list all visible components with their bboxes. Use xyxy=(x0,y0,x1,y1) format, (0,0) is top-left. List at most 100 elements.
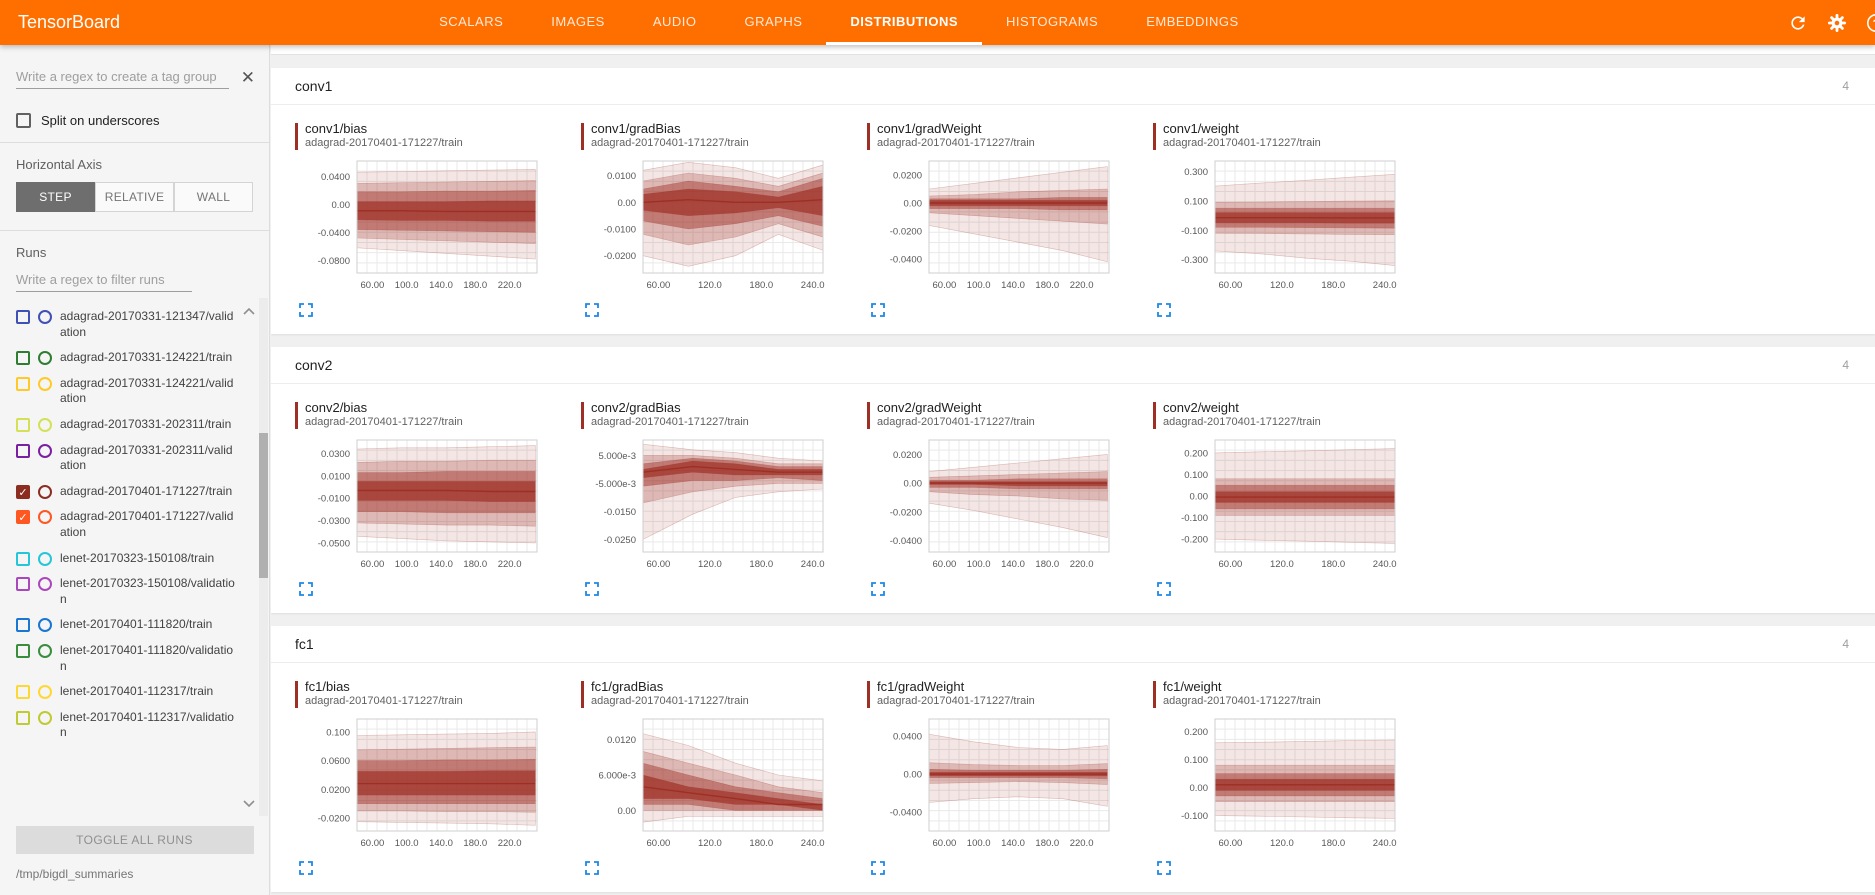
run-checkbox[interactable] xyxy=(16,310,30,324)
distribution-chart[interactable]: 0.200 0.100 0.00 -0.100 -0.200 60.00 120.0 180.… xyxy=(1153,434,1405,574)
split-underscores-row[interactable]: Split on underscores xyxy=(0,97,269,142)
chart-card-titles: conv2/bias adagrad-20170401-171227/train xyxy=(305,400,463,429)
expand-chart-button[interactable] xyxy=(584,860,602,878)
tab-audio[interactable]: AUDIO xyxy=(652,13,697,29)
run-checkbox[interactable] xyxy=(16,643,30,658)
run-item[interactable]: lenet-20170401-111820/train xyxy=(14,612,269,638)
section-header[interactable]: conv1 4 xyxy=(271,68,1875,105)
expand-chart-button[interactable] xyxy=(584,581,602,599)
runs-scrollbar-thumb[interactable] xyxy=(259,432,268,578)
expand-chart-button[interactable] xyxy=(298,581,316,599)
tag-group-regex-input[interactable] xyxy=(16,65,229,89)
run-checkbox[interactable]: ✓ xyxy=(16,510,30,525)
expand-chart-button[interactable] xyxy=(1156,860,1174,878)
expand-chart-button[interactable] xyxy=(584,302,602,320)
run-checkbox[interactable] xyxy=(16,417,30,432)
svg-text:0.00: 0.00 xyxy=(904,770,923,781)
run-radio[interactable] xyxy=(38,376,52,391)
tab-distributions[interactable]: DISTRIBUTIONS xyxy=(826,0,983,45)
distribution-chart[interactable]: 5.000e-3 -5.000e-3 -0.0150 -0.0250 60.00 120.… xyxy=(581,434,833,574)
run-radio[interactable] xyxy=(38,443,52,458)
run-radio[interactable] xyxy=(38,417,52,432)
run-item[interactable]: adagrad-20170331-202311/validation xyxy=(14,438,269,479)
svg-text:220.0: 220.0 xyxy=(1070,280,1094,291)
chart-card-titles: conv1/gradBias adagrad-20170401-171227/tr… xyxy=(591,121,749,150)
sidebar: ✕ Split on underscores Horizontal Axis S… xyxy=(0,45,270,895)
svg-text:0.00: 0.00 xyxy=(904,199,923,210)
run-item[interactable]: lenet-20170323-150108/train xyxy=(14,546,269,572)
expand-chart-button[interactable] xyxy=(870,581,888,599)
run-checkbox[interactable] xyxy=(16,685,30,700)
distribution-chart[interactable]: 0.0200 0.00 -0.0200 -0.0400 60.00 100.0 140.0 1… xyxy=(867,434,1119,574)
run-checkbox[interactable] xyxy=(16,443,30,458)
distribution-chart[interactable]: 0.200 0.100 0.00 -0.100 60.00 120.0 180.0 240.0 xyxy=(1153,713,1405,853)
runs-filter-input[interactable] xyxy=(16,268,192,292)
run-radio[interactable] xyxy=(38,685,52,700)
run-radio[interactable] xyxy=(38,710,52,725)
distribution-chart[interactable]: 0.0400 0.00 -0.0400 -0.0800 60.00 100.0 140.0 1… xyxy=(295,155,547,295)
distribution-chart[interactable]: 0.0120 6.000e-3 0.00 60.00 120.0 180.0 240.0 xyxy=(581,713,833,853)
refresh-button[interactable] xyxy=(1787,12,1809,34)
close-icon[interactable]: ✕ xyxy=(240,67,255,87)
tab-histograms[interactable]: HISTOGRAMS xyxy=(1006,13,1099,29)
run-checkbox[interactable]: ✓ xyxy=(16,484,30,499)
expand-chart-button[interactable] xyxy=(870,860,888,878)
run-item[interactable]: ✓ adagrad-20170401-171227/train xyxy=(14,479,269,505)
tab-embeddings[interactable]: EMBEDDINGS xyxy=(1146,13,1239,29)
expand-chart-button[interactable] xyxy=(870,302,888,320)
toggle-all-runs-button[interactable]: TOGGLE ALL RUNS xyxy=(15,826,254,854)
run-checkbox[interactable] xyxy=(16,551,30,566)
distribution-chart[interactable]: 0.100 0.0600 0.0200 -0.0200 60.00 100.0 140.0 1… xyxy=(295,713,547,853)
run-radio[interactable] xyxy=(38,510,52,525)
run-item[interactable]: adagrad-20170331-124221/train xyxy=(14,345,269,371)
help-button[interactable]: ? xyxy=(1865,12,1875,34)
expand-icon xyxy=(871,582,885,596)
run-checkbox[interactable] xyxy=(16,710,30,725)
expand-chart-button[interactable] xyxy=(1156,302,1174,320)
distribution-chart[interactable]: 0.0100 0.00 -0.0100 -0.0200 60.00 120.0 180.0 2… xyxy=(581,155,833,295)
run-radio[interactable] xyxy=(38,351,52,366)
section-header[interactable]: fc1 4 xyxy=(271,626,1875,663)
svg-text:-0.0300: -0.0300 xyxy=(318,516,350,527)
section-header[interactable]: conv2 4 xyxy=(271,347,1875,384)
expand-chart-button[interactable] xyxy=(298,302,316,320)
run-checkbox[interactable] xyxy=(16,376,30,391)
run-radio[interactable] xyxy=(38,618,52,633)
run-checkbox[interactable] xyxy=(16,577,30,592)
expand-chart-button[interactable] xyxy=(1156,581,1174,599)
expand-chart-button[interactable] xyxy=(298,860,316,878)
settings-button[interactable] xyxy=(1826,12,1848,34)
run-item[interactable]: lenet-20170401-111820/validation xyxy=(14,638,269,679)
distribution-chart[interactable]: 0.0300 0.0100 -0.0100 -0.0300 -0.0500 60.00 10… xyxy=(295,434,547,574)
run-item[interactable]: adagrad-20170331-202311/train xyxy=(14,412,269,438)
run-checkbox[interactable] xyxy=(16,618,30,633)
run-radio[interactable] xyxy=(38,577,52,592)
run-radio[interactable] xyxy=(38,310,52,324)
run-checkbox[interactable] xyxy=(16,351,30,366)
svg-text:-0.100: -0.100 xyxy=(1181,811,1208,822)
axis-button-step[interactable]: STEP xyxy=(16,182,95,212)
run-item[interactable]: adagrad-20170331-121347/validation xyxy=(14,304,269,345)
axis-button-wall[interactable]: WALL xyxy=(174,182,253,212)
run-radio[interactable] xyxy=(38,643,52,658)
run-item[interactable]: lenet-20170323-150108/validation xyxy=(14,571,269,612)
distribution-chart[interactable]: 0.300 0.100 -0.100 -0.300 60.00 120.0 180.0 240… xyxy=(1153,155,1405,295)
axis-button-relative[interactable]: RELATIVE xyxy=(95,182,174,212)
run-item[interactable]: ✓ adagrad-20170401-171227/validation xyxy=(14,504,269,545)
chart-run-label: adagrad-20170401-171227/train xyxy=(591,137,749,149)
tab-graphs[interactable]: GRAPHS xyxy=(744,13,803,29)
tab-scalars[interactable]: SCALARS xyxy=(439,13,504,29)
distribution-chart[interactable]: 0.0200 0.00 -0.0200 -0.0400 60.00 100.0 140.0 1… xyxy=(867,155,1119,295)
split-underscores-checkbox[interactable] xyxy=(16,113,31,128)
svg-text:180.0: 180.0 xyxy=(463,559,487,570)
run-radio[interactable] xyxy=(38,551,52,566)
tab-images[interactable]: IMAGES xyxy=(551,13,605,29)
run-item[interactable]: adagrad-20170331-124221/validation xyxy=(14,371,269,412)
run-item[interactable]: lenet-20170401-112317/validation xyxy=(14,705,269,746)
run-radio[interactable] xyxy=(38,484,52,499)
distribution-chart[interactable]: 0.0400 0.00 -0.0400 60.00 100.0 140.0 180.0 220… xyxy=(867,713,1119,853)
section-count: 4 xyxy=(1842,79,1849,93)
scroll-up-icon[interactable] xyxy=(243,302,255,320)
scroll-down-icon[interactable] xyxy=(243,794,255,812)
run-item[interactable]: lenet-20170401-112317/train xyxy=(14,679,269,705)
